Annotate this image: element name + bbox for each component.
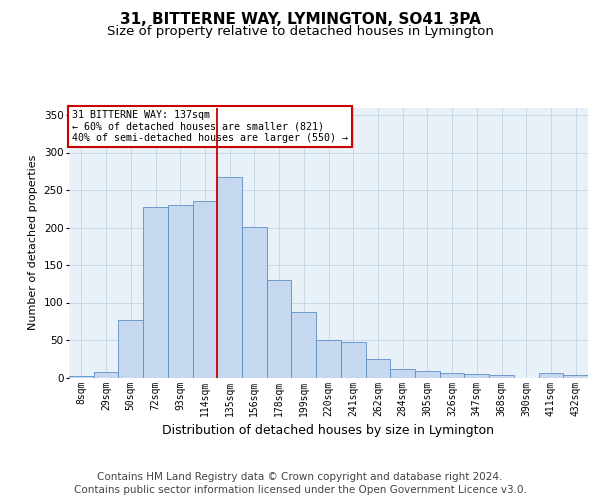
Text: Contains public sector information licensed under the Open Government Licence v3: Contains public sector information licen… xyxy=(74,485,526,495)
Bar xyxy=(267,280,292,378)
Bar xyxy=(292,312,316,378)
Bar xyxy=(539,373,563,378)
Bar xyxy=(94,372,118,378)
Text: 31 BITTERNE WAY: 137sqm
← 60% of detached houses are smaller (821)
40% of semi-d: 31 BITTERNE WAY: 137sqm ← 60% of detache… xyxy=(71,110,347,144)
Bar xyxy=(193,201,217,378)
Bar xyxy=(242,227,267,378)
Bar xyxy=(464,374,489,378)
Text: Contains HM Land Registry data © Crown copyright and database right 2024.: Contains HM Land Registry data © Crown c… xyxy=(97,472,503,482)
Bar xyxy=(316,340,341,378)
Y-axis label: Number of detached properties: Number of detached properties xyxy=(28,155,38,330)
Bar xyxy=(168,205,193,378)
Text: 31, BITTERNE WAY, LYMINGTON, SO41 3PA: 31, BITTERNE WAY, LYMINGTON, SO41 3PA xyxy=(119,12,481,28)
Bar xyxy=(489,374,514,378)
Bar xyxy=(390,369,415,378)
Bar xyxy=(118,320,143,378)
X-axis label: Distribution of detached houses by size in Lymington: Distribution of detached houses by size … xyxy=(163,424,494,437)
Bar xyxy=(69,376,94,378)
Bar xyxy=(365,359,390,378)
Bar xyxy=(440,373,464,378)
Bar xyxy=(563,375,588,378)
Bar xyxy=(341,342,365,378)
Bar xyxy=(217,178,242,378)
Bar xyxy=(143,206,168,378)
Bar xyxy=(415,371,440,378)
Text: Size of property relative to detached houses in Lymington: Size of property relative to detached ho… xyxy=(107,25,493,38)
